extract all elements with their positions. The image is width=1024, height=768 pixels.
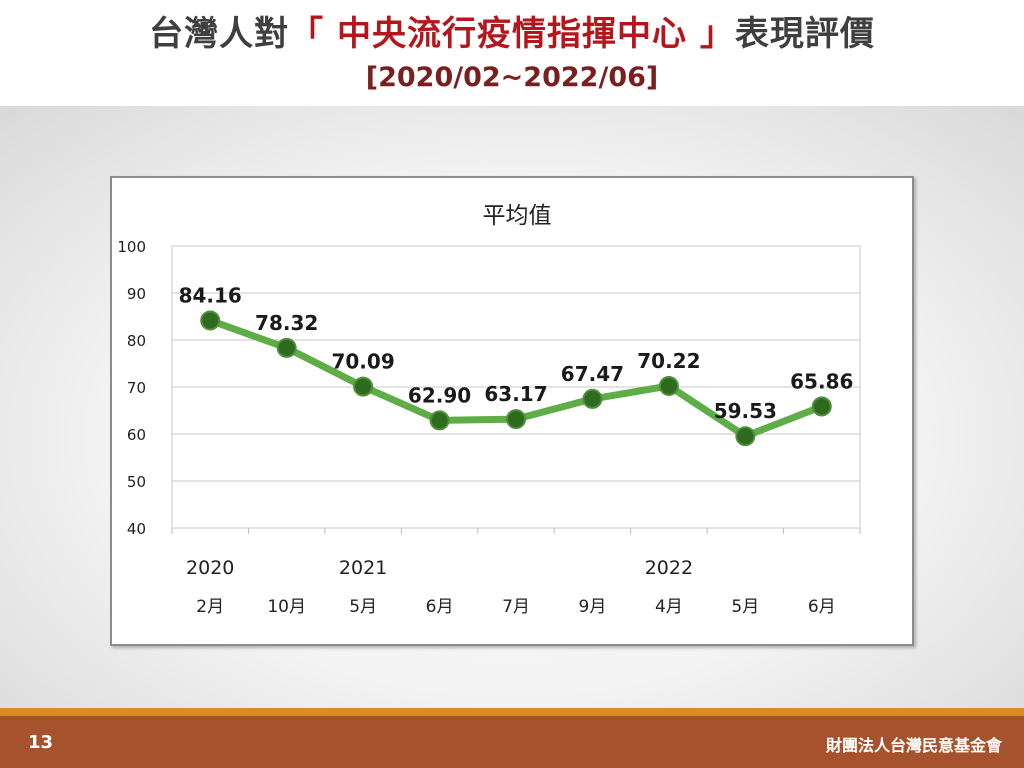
x-category-label: 7月 — [502, 597, 530, 617]
x-category-label: 9月 — [579, 597, 607, 617]
organization-name: 財團法人台灣民意基金會 — [825, 736, 1002, 755]
x-year-label: 2021 — [339, 557, 387, 579]
x-category-label: 6月 — [808, 597, 836, 617]
y-tick-label: 90 — [127, 285, 146, 303]
title-suffix: 表現評價 — [734, 14, 875, 54]
data-label: 62.90 — [408, 383, 471, 407]
chart-title: 平均值 — [483, 203, 552, 229]
footer-accent-stripe — [0, 708, 1024, 716]
data-label: 65.86 — [790, 369, 853, 393]
title-prefix: 台灣人對 — [149, 14, 290, 54]
data-point — [429, 410, 450, 431]
x-axis-ticks: 2020 2月 10月 2021 5月 6月 7月 9月 2022 4月 5月 6月 — [186, 557, 836, 617]
x-category-label: 5月 — [349, 597, 377, 617]
data-point — [353, 376, 374, 397]
slide-title: 台灣人對「 中央流行疫情指揮中心 」表現評價 — [0, 6, 1024, 55]
x-year-label: 2020 — [186, 557, 234, 579]
data-label: 67.47 — [561, 362, 624, 386]
slide-subtitle: [2020/02~2022/06] — [365, 62, 659, 93]
y-axis-ticks: 40 50 60 70 80 90 100 — [117, 238, 146, 538]
chart-frame: 平均值 40 50 60 70 80 90 100 84.16 78.32 70.09 62.90… — [110, 176, 914, 646]
data-label: 70.22 — [637, 349, 700, 373]
data-point — [276, 337, 297, 358]
line-chart: 平均值 40 50 60 70 80 90 100 84.16 78.32 70.09 62.90… — [117, 203, 861, 617]
slide-footer: 13 財團法人台灣民意基金會 — [0, 716, 1024, 768]
y-tick-label: 50 — [127, 473, 146, 491]
data-point — [658, 375, 679, 396]
page-number: 13 — [28, 732, 54, 753]
data-point — [506, 409, 526, 430]
x-category-label: 6月 — [426, 597, 454, 617]
data-point — [735, 426, 756, 447]
title-highlight: 「 中央流行疫情指揮中心 」 — [289, 14, 735, 54]
slide-header: 台灣人對「 中央流行疫情指揮中心 」表現評價 [2020/02~2022/06] — [0, 0, 1024, 106]
y-tick-label: 80 — [127, 332, 146, 350]
x-category-label: 10月 — [267, 597, 306, 617]
data-point — [582, 388, 603, 409]
gridlines — [171, 245, 861, 534]
data-label: 63.17 — [484, 382, 547, 406]
y-tick-label: 60 — [127, 426, 146, 444]
data-point — [811, 396, 832, 417]
y-tick-label: 70 — [127, 379, 146, 397]
data-label: 84.16 — [179, 283, 242, 307]
data-label: 59.53 — [714, 399, 777, 423]
data-labels: 84.16 78.32 70.09 62.90 63.17 67.47 70.22 59.53… — [179, 283, 854, 423]
y-tick-label: 40 — [127, 520, 146, 538]
x-year-label: 2022 — [645, 557, 693, 579]
x-category-label: 2月 — [196, 597, 224, 617]
data-point — [200, 310, 221, 331]
x-category-label: 4月 — [655, 597, 683, 617]
data-label: 70.09 — [331, 350, 394, 374]
x-category-label: 5月 — [731, 597, 759, 617]
y-tick-label: 100 — [117, 238, 146, 256]
data-markers — [200, 310, 832, 447]
data-label: 78.32 — [255, 311, 318, 335]
